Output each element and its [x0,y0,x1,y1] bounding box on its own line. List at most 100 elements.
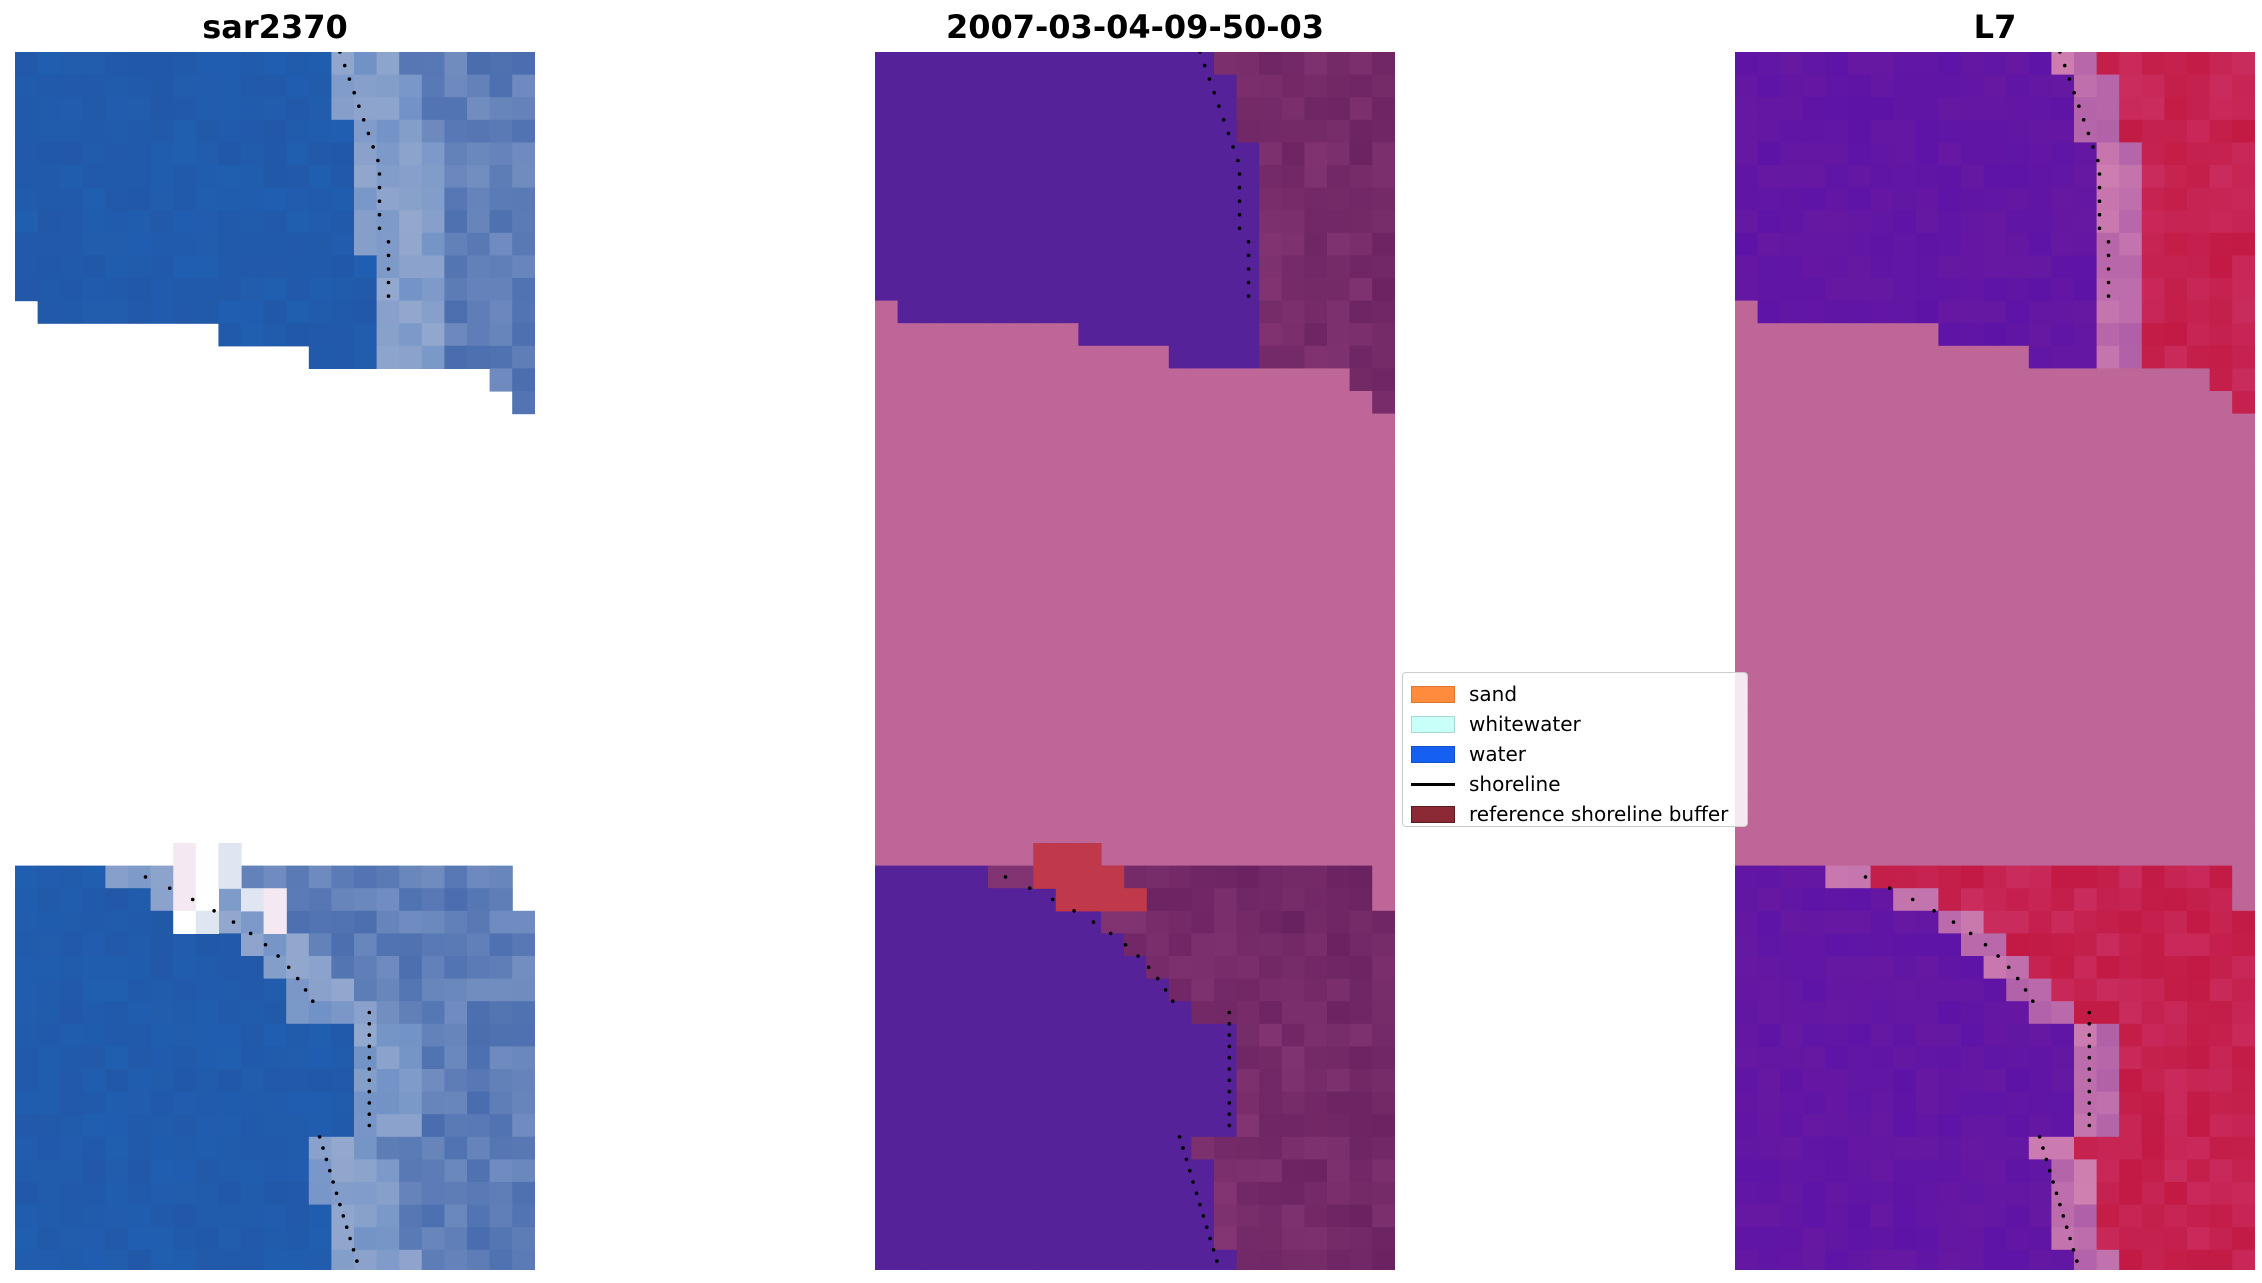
index-pixel [1983,436,2007,460]
index-pixel [2232,797,2255,821]
classified-pixel [1349,255,1373,279]
classified-pixel [1327,481,1351,505]
index-pixel [1757,684,1781,708]
shoreline-point [1211,1248,1216,1252]
rgb-pixel [399,1114,423,1138]
index-pixel [2006,707,2030,731]
classified-pixel [875,1114,899,1138]
index-pixel [1802,1136,1826,1160]
classified-pixel [1236,74,1260,98]
rgb-pixel [489,119,513,143]
index-pixel [2096,481,2120,505]
shoreline-point [338,1202,342,1207]
classified-pixel [1123,910,1147,934]
classified-pixel [942,142,966,166]
classified-pixel [1259,210,1283,234]
rgb-pixel [376,142,400,166]
index-pixel [2006,549,2030,573]
classified-pixel [1123,232,1147,256]
rgb-pixel [489,865,513,889]
classified-pixel [920,843,944,867]
classified-pixel [1033,1069,1057,1093]
index-pixel [2164,142,2188,166]
classified-pixel [1101,345,1125,369]
index-pixel [2051,707,2075,731]
classified-pixel [1033,571,1057,595]
rgb-pixel [195,1159,219,1183]
classified-pixel [1304,1023,1328,1047]
classified-pixel [1281,504,1305,528]
classified-pixel [1327,820,1351,844]
index-pixel [1802,413,1826,437]
classified-pixel [1259,888,1283,912]
rgb-pixel [467,165,491,189]
classified-pixel [988,933,1012,957]
classified-pixel [1259,300,1283,324]
index-pixel [1961,730,1985,754]
classified-pixel [1123,684,1147,708]
index-pixel [2051,504,2075,528]
classified-pixel [1146,119,1170,143]
shoreline-point [367,1055,372,1060]
index-pixel [1870,345,1894,369]
index-pixel [1983,1159,2007,1183]
index-pixel [1848,775,1872,799]
classified-pixel [1146,481,1170,505]
index-pixel [2074,391,2098,415]
classified-pixel [1146,210,1170,234]
classified-pixel [1078,142,1102,166]
index-pixel [2164,843,2188,867]
index-pixel [1780,820,1804,844]
index-pixel [1735,639,1759,663]
rgb-pixel [354,74,378,98]
classified-pixel [1101,210,1125,234]
classified-pixel [988,865,1012,889]
index-pixel [2006,571,2030,595]
rgb-pixel [82,232,106,256]
classified-pixel [1123,1046,1147,1070]
classified-pixel [1123,956,1147,980]
rgb-pixel [195,278,219,302]
index-pixel [1757,1069,1781,1093]
classified-pixel [1281,142,1305,166]
rgb-pixel [105,1159,129,1183]
classified-pixel [1281,1182,1305,1206]
shoreline-point [2081,118,2086,122]
rgb-bright-pixel [218,865,242,889]
index-pixel [2028,74,2052,98]
index-pixel [1735,1136,1759,1160]
classified-pixel [1349,888,1373,912]
rgb-pixel [444,865,468,889]
index-pixel [1893,888,1917,912]
shoreline-point [2097,185,2102,190]
rgb-pixel [331,187,355,211]
index-pixel [1893,730,1917,754]
index-pixel [1915,549,1939,573]
rgb-pixel [444,323,468,347]
rgb-pixel [444,52,468,76]
index-pixel [2232,617,2255,641]
index-pixel [1848,481,1872,505]
index-pixel [1848,707,1872,731]
rgb-pixel [331,142,355,166]
classified-pixel [988,1182,1012,1206]
index-pixel [1915,662,1939,686]
classified-pixel [965,662,989,686]
index-pixel [1825,368,1849,392]
shoreline-point [1215,1259,1219,1263]
index-pixel [2051,662,2075,686]
rgb-pixel [512,74,535,98]
classified-pixel [1101,639,1125,663]
index-pixel [2028,210,2052,234]
classified-pixel [1191,1159,1215,1183]
classified-pixel [942,278,966,302]
shoreline-point [1227,1112,1232,1116]
index-pixel [2164,978,2188,1002]
index-pixel [1802,345,1826,369]
index-pixel [1915,165,1939,189]
classified-pixel [965,888,989,912]
classified-pixel [1259,1001,1283,1025]
index-pixel [1983,1136,2007,1160]
rgb-pixel [444,1227,468,1251]
classified-pixel [920,300,944,324]
